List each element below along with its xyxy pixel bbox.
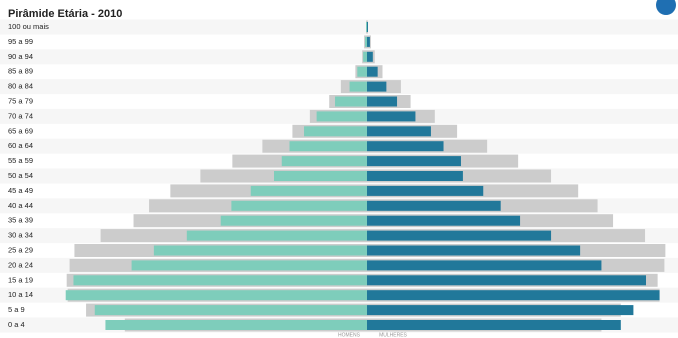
bar xyxy=(367,305,634,316)
bar xyxy=(367,171,463,181)
y-tick-label: 45 a 49 xyxy=(8,186,33,195)
y-tick-label: 30 a 34 xyxy=(8,231,33,240)
bar xyxy=(250,185,367,196)
y-tick-label: 95 a 99 xyxy=(8,37,33,46)
y-tick-label: 10 a 14 xyxy=(8,290,33,299)
bar xyxy=(367,156,461,167)
y-tick-label: 80 a 84 xyxy=(8,82,33,91)
bar xyxy=(367,230,552,241)
row-stripe xyxy=(0,19,678,35)
bar xyxy=(367,66,378,77)
bar xyxy=(367,36,370,47)
bar xyxy=(367,275,646,286)
bar xyxy=(365,36,367,47)
bar xyxy=(105,320,367,330)
bar xyxy=(349,81,367,92)
y-tick-label: 100 ou mais xyxy=(8,22,49,31)
bar xyxy=(281,156,367,167)
bar xyxy=(367,215,521,226)
bar xyxy=(316,111,367,122)
y-tick-label: 70 a 74 xyxy=(8,111,33,120)
y-tick-label: 0 a 4 xyxy=(8,320,25,329)
bar xyxy=(220,215,367,226)
bar xyxy=(367,81,387,92)
y-tick-label: 90 a 94 xyxy=(8,52,33,61)
bar xyxy=(153,245,367,256)
bar xyxy=(367,320,621,330)
bar xyxy=(367,141,444,152)
bar xyxy=(65,290,367,301)
row-stripe xyxy=(0,49,678,65)
bar xyxy=(367,185,484,196)
logo-icon[interactable] xyxy=(656,0,676,15)
x-axis-label: MULHERES xyxy=(379,332,407,338)
x-axis-label: HOMENS xyxy=(338,332,361,338)
y-tick-label: 20 a 24 xyxy=(8,260,33,269)
bar xyxy=(73,275,367,286)
bar xyxy=(186,230,367,241)
bar xyxy=(367,51,373,62)
bar xyxy=(231,200,367,211)
bar xyxy=(367,200,501,211)
row-stripe xyxy=(0,79,678,95)
bar xyxy=(367,111,416,122)
bar xyxy=(363,51,367,62)
y-tick-label: 35 a 39 xyxy=(8,216,33,225)
bar xyxy=(274,171,367,181)
y-tick-label: 60 a 64 xyxy=(8,141,33,150)
bar xyxy=(357,66,367,77)
bar xyxy=(94,305,367,316)
bar xyxy=(367,245,581,256)
y-tick-label: 40 a 44 xyxy=(8,201,33,210)
y-tick-label: 85 a 89 xyxy=(8,67,33,76)
y-tick-label: 25 a 29 xyxy=(8,245,33,254)
bar xyxy=(335,96,367,107)
bar xyxy=(131,260,367,271)
y-tick-label: 5 a 9 xyxy=(8,305,25,314)
chart-title: Pirâmide Etária - 2010 xyxy=(8,8,122,20)
bar xyxy=(289,141,367,152)
y-tick-label: 65 a 69 xyxy=(8,126,33,135)
bar xyxy=(367,260,602,271)
y-tick-label: 75 a 79 xyxy=(8,96,33,105)
bar xyxy=(367,126,431,137)
y-tick-label: 55 a 59 xyxy=(8,156,33,165)
y-tick-label: 15 a 19 xyxy=(8,275,33,284)
bar xyxy=(367,22,368,32)
bar xyxy=(367,96,398,107)
y-tick-label: 50 a 54 xyxy=(8,171,33,180)
bar xyxy=(367,290,660,301)
bar xyxy=(304,126,367,137)
bar xyxy=(366,22,367,32)
